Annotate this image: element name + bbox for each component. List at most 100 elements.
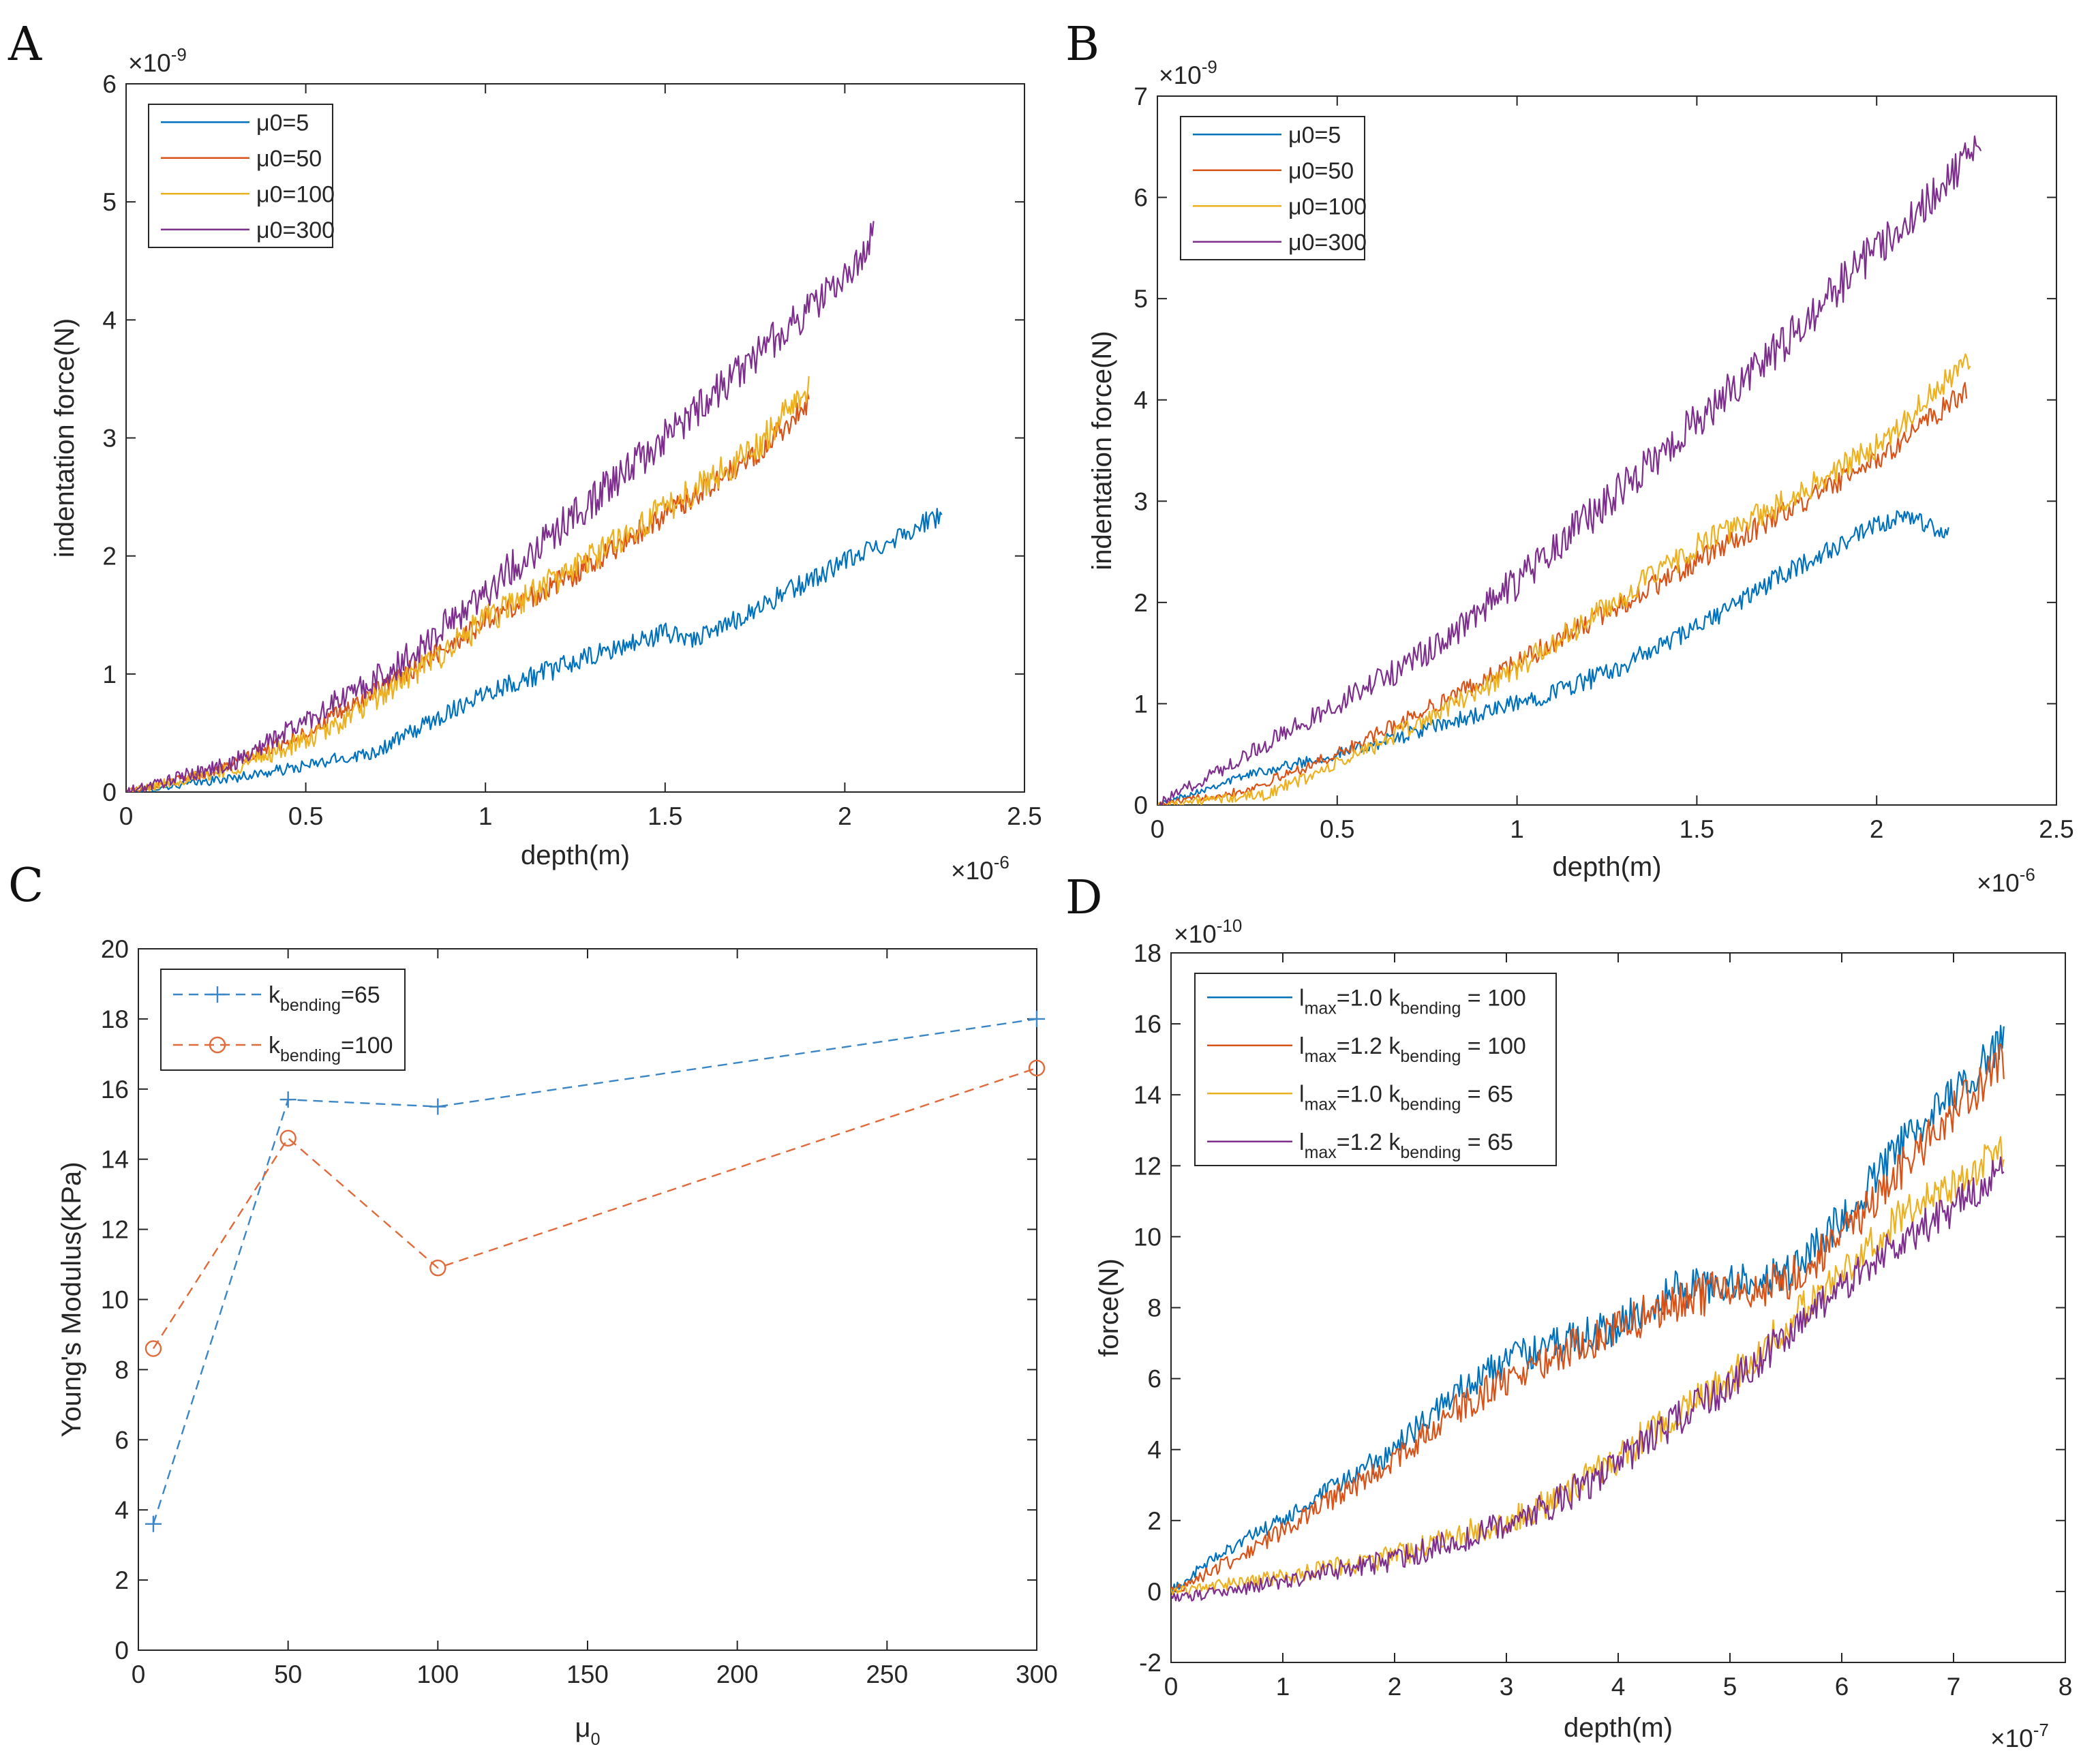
series-1-marker: [429, 1098, 446, 1115]
x-axis-label: μ0: [575, 1713, 601, 1749]
y-tick-label: 2: [1147, 1507, 1161, 1535]
y-tick-label: 6: [115, 1426, 129, 1454]
series-2-line: [1171, 1043, 2005, 1593]
x-tick-label: 2: [1870, 815, 1884, 843]
x-tick-label: 0: [119, 802, 134, 830]
series-1-marker: [145, 1515, 162, 1532]
y-exponent-label: ×10-9: [128, 44, 187, 77]
legend: lmax=1.0 kbending = 100 lmax=1.2 kbending…: [1194, 973, 1557, 1166]
series-1-line: [126, 508, 943, 792]
x-tick-label: 0: [132, 1660, 146, 1688]
legend-label-4: lmax=1.2 kbending = 65: [1299, 1129, 1513, 1162]
series-2-line: [1158, 382, 1968, 805]
x-tick-label: 4: [1611, 1673, 1626, 1701]
axes-box: [1157, 95, 2057, 806]
legend-box: [1180, 116, 1365, 260]
x-tick-label: 50: [274, 1660, 302, 1688]
series-2-marker: [145, 1340, 162, 1357]
series-4-line: [126, 221, 875, 792]
y-tick-label: 10: [1134, 1223, 1161, 1251]
legend-box: [160, 969, 406, 1071]
x-axis-label: depth(m): [521, 840, 630, 870]
panel-a: A 0 0.5 1 1.5 2 2.5 0 1 2 3 4 5 6 depth(m) indentation …: [7, 18, 1042, 885]
series-2-line: [152, 1067, 1037, 1350]
series-3-line: [1171, 1136, 2005, 1596]
y-tick-label: 16: [1134, 1010, 1161, 1038]
x-axis-label: depth(m): [1552, 852, 1661, 882]
x-tick-label: 200: [716, 1660, 759, 1688]
x-tick-label: 2: [838, 802, 852, 830]
y-tick-label: 14: [1134, 1081, 1161, 1109]
y-tick-label: 2: [115, 1566, 129, 1594]
plot-area: [152, 1018, 1037, 1525]
x-tick-label: 6: [1835, 1673, 1849, 1701]
x-tick-label: 1.5: [648, 802, 682, 830]
plot-area: [1171, 1024, 2005, 1602]
panel-letter: B: [1065, 18, 1099, 72]
x-exponent-label: ×10-6: [951, 852, 1009, 885]
x-tick-label: 300: [1016, 1660, 1058, 1688]
y-tick-label: 0: [1134, 791, 1148, 819]
panel-d: D0 1 2 3 4 5 6 7 8-2024681012141618depth(m)force…: [1065, 871, 2072, 1752]
x-tick-label: 0: [1164, 1673, 1179, 1701]
x-tick-label: 1.5: [1680, 815, 1714, 843]
y-axis-label: Young's Modulus(KPa): [57, 1161, 87, 1437]
y-tick-label: 6: [1147, 1365, 1161, 1393]
legend: μ0=5 μ0=50 μ0=100 μ0=300: [148, 104, 335, 248]
series-3-line: [1157, 353, 1971, 805]
legend-label-2: kbending=100: [269, 1033, 393, 1065]
x-tick-label: 0: [1151, 815, 1165, 843]
panel-b: B 0 0.5 1 1.5 2 2.5 0 1 2 3 4 5 6 7 depth(m) indentation…: [1065, 18, 2074, 897]
series-1-marker: [279, 1091, 297, 1108]
legend-marker-2: [209, 1036, 226, 1054]
x-tick-label: 1: [1510, 815, 1524, 843]
x-tick-label: 1: [479, 802, 493, 830]
y-tick-label: 8: [1147, 1294, 1161, 1322]
legend-label-4: μ0=300: [1288, 230, 1367, 256]
y-tick-label: 1: [102, 660, 117, 688]
legend-box: [1194, 973, 1557, 1166]
x-tick-label: 2.5: [2039, 815, 2074, 843]
panel-letter: A: [7, 18, 42, 72]
panel-letter: D: [1065, 871, 1103, 925]
legend-label-1: μ0=5: [1288, 122, 1341, 148]
legend-label-2: lmax=1.2 kbending = 100: [1299, 1033, 1526, 1066]
y-exponent-label: ×10-9: [1159, 57, 1217, 89]
panel-letter: C: [8, 859, 44, 913]
y-tick-label: 8: [115, 1356, 129, 1384]
y-tick-label: 3: [1134, 487, 1148, 515]
y-axis-label: indentation force(N): [50, 318, 80, 558]
series-4-line: [1159, 135, 1982, 805]
y-tick-label: 14: [101, 1146, 129, 1174]
x-axis-label: depth(m): [1564, 1713, 1673, 1743]
x-exponent-label: ×10-6: [1977, 864, 2035, 897]
panel-c: C 0 50 100 150 200 250 300 0 2 4 6 8 10 12 14 16 18 20 μ0 Yo…: [8, 859, 1058, 1749]
legend-box: [148, 104, 333, 248]
x-tick-label: 7: [1947, 1673, 1961, 1701]
legend-label-1: μ0=5: [256, 110, 309, 136]
y-tick-label: 0: [115, 1637, 129, 1664]
legend-label-3: μ0=100: [256, 181, 335, 207]
x-tick-label: 2: [1388, 1673, 1402, 1701]
series-3-line: [126, 376, 810, 792]
y-tick-label: 10: [101, 1286, 129, 1314]
y-tick-label: 18: [1134, 939, 1161, 967]
x-tick-label: 250: [866, 1660, 908, 1688]
y-tick-label: 12: [1134, 1152, 1161, 1180]
series-2-marker: [279, 1129, 297, 1147]
plot-area: [126, 221, 943, 792]
y-tick-label: 5: [1134, 285, 1148, 313]
x-tick-label: 3: [1500, 1673, 1514, 1701]
x-tick-label: 0.5: [1320, 815, 1354, 843]
series-1-line: [1159, 510, 1949, 805]
x-tick-label: 5: [1723, 1673, 1737, 1701]
series-2-marker: [429, 1259, 446, 1277]
y-tick-label: 0: [1147, 1578, 1161, 1606]
x-tick-label: 8: [2059, 1673, 2073, 1701]
y-tick-label: 12: [101, 1216, 129, 1244]
y-tick-label: 7: [1134, 82, 1148, 110]
y-exponent-label: ×10-10: [1174, 915, 1242, 948]
y-axis-label: force(N): [1094, 1258, 1124, 1356]
legend-label-4: μ0=300: [256, 217, 335, 243]
